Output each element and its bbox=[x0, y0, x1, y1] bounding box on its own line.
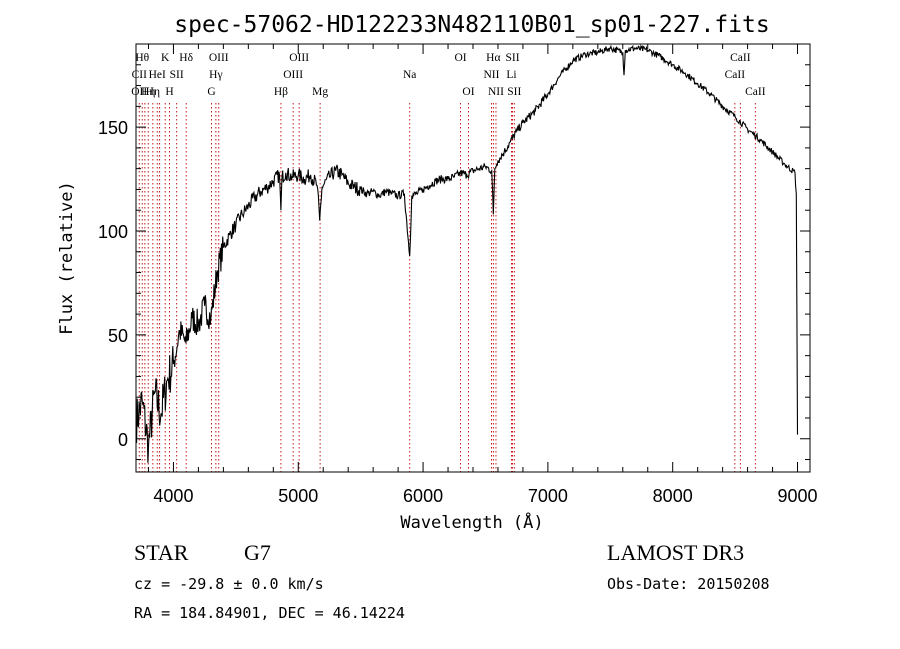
line-label: CaII bbox=[725, 69, 746, 81]
subclass: G7 bbox=[244, 540, 271, 565]
line-label: H bbox=[165, 86, 173, 98]
y-tick-label: 50 bbox=[108, 326, 128, 346]
plot-frame bbox=[135, 43, 811, 473]
x-tick-label: 8000 bbox=[653, 486, 693, 506]
y-axis-label: Flux (relative) bbox=[57, 181, 77, 335]
x-tick-label: 9000 bbox=[777, 486, 817, 506]
x-tick-label: 5000 bbox=[278, 486, 318, 506]
line-label: CII bbox=[132, 69, 148, 81]
line-label: OII bbox=[131, 86, 147, 98]
observation-date: Obs-Date: 20150208 bbox=[607, 575, 770, 593]
line-label: NII bbox=[483, 69, 499, 81]
line-label: K bbox=[161, 52, 170, 64]
line-label: NII bbox=[488, 86, 504, 98]
chart-title: spec-57062-HD122233N482110B01_sp01-227.f… bbox=[174, 12, 769, 38]
x-axis-label: Wavelength (Å) bbox=[400, 511, 543, 533]
coordinates: RA = 184.84901, DEC = 46.14224 bbox=[134, 604, 405, 622]
line-label: OIII bbox=[289, 52, 309, 64]
line-label: HeI bbox=[149, 69, 166, 81]
y-tick-label: 150 bbox=[98, 118, 128, 138]
line-label: CaII bbox=[730, 52, 751, 64]
line-label: Na bbox=[403, 69, 416, 81]
line-label: Mg bbox=[312, 86, 328, 98]
object-class: STAR bbox=[134, 540, 189, 565]
redshift-cz: cz = -29.8 ± 0.0 km/s bbox=[134, 575, 324, 593]
spectrum-line bbox=[135, 43, 799, 463]
y-tick-label: 100 bbox=[98, 222, 128, 242]
x-tick-label: 4000 bbox=[153, 486, 193, 506]
line-label: Hη bbox=[146, 86, 160, 98]
line-label: OIII bbox=[209, 52, 229, 64]
line-label: Hγ bbox=[209, 69, 222, 81]
line-label: SII bbox=[506, 52, 520, 64]
line-label: G bbox=[207, 86, 215, 98]
line-label: OI bbox=[462, 86, 474, 98]
line-label: Hθ bbox=[135, 52, 149, 64]
line-label: Hα bbox=[486, 52, 500, 64]
line-label: SII bbox=[170, 69, 184, 81]
emission-line-markers bbox=[138, 103, 756, 472]
line-label: OI bbox=[454, 52, 466, 64]
survey-name: LAMOST DR3 bbox=[607, 540, 745, 565]
line-label: Hδ bbox=[179, 52, 193, 64]
line-label: CaII bbox=[745, 86, 766, 98]
line-label: OIII bbox=[283, 69, 303, 81]
axis-ticks: 4000 5000 6000 7000 8000 9000 0 50 100 150 bbox=[98, 44, 818, 506]
line-label: Hη bbox=[141, 86, 155, 98]
x-tick-label: 6000 bbox=[403, 486, 443, 506]
line-label: Hβ bbox=[274, 86, 288, 98]
line-label: SII bbox=[507, 86, 521, 98]
y-tick-label: 0 bbox=[118, 430, 128, 450]
x-tick-label: 7000 bbox=[528, 486, 568, 506]
line-label: Li bbox=[506, 69, 516, 81]
